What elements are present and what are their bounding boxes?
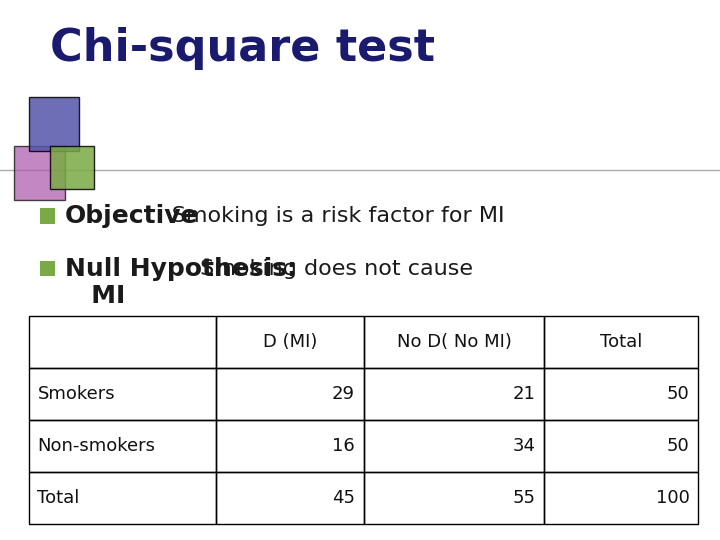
Text: No D( No MI): No D( No MI) xyxy=(397,333,511,351)
Text: 34: 34 xyxy=(513,437,536,455)
Text: 21: 21 xyxy=(513,385,536,403)
Bar xyxy=(40,261,55,276)
Text: Smokers: Smokers xyxy=(37,385,115,403)
Text: D (MI): D (MI) xyxy=(263,333,317,351)
Text: MI: MI xyxy=(65,284,125,308)
Bar xyxy=(216,368,364,420)
Text: Null Hypothesis:: Null Hypothesis: xyxy=(65,257,297,281)
Text: : Smoking is a risk factor for MI: : Smoking is a risk factor for MI xyxy=(150,206,504,226)
Bar xyxy=(216,420,364,472)
FancyBboxPatch shape xyxy=(29,97,79,151)
Text: Objective: Objective xyxy=(65,204,198,228)
Bar xyxy=(364,316,544,368)
Text: 50: 50 xyxy=(667,437,690,455)
Bar xyxy=(29,316,216,368)
Bar xyxy=(364,472,544,524)
Bar xyxy=(544,368,698,420)
Text: 55: 55 xyxy=(513,489,536,507)
Bar xyxy=(544,420,698,472)
Bar xyxy=(216,316,364,368)
Bar xyxy=(364,368,544,420)
FancyBboxPatch shape xyxy=(50,146,94,189)
Bar xyxy=(29,420,216,472)
Text: 45: 45 xyxy=(332,489,355,507)
Text: Smoking does not cause: Smoking does not cause xyxy=(193,259,473,279)
Bar xyxy=(216,472,364,524)
Text: Non-smokers: Non-smokers xyxy=(37,437,156,455)
Bar xyxy=(40,208,55,224)
Text: 100: 100 xyxy=(656,489,690,507)
Text: Chi-square test: Chi-square test xyxy=(50,27,436,70)
Bar xyxy=(544,316,698,368)
FancyBboxPatch shape xyxy=(14,146,65,200)
Bar xyxy=(29,368,216,420)
Text: 16: 16 xyxy=(332,437,355,455)
Text: Total: Total xyxy=(600,333,642,351)
Text: 50: 50 xyxy=(667,385,690,403)
Bar xyxy=(364,420,544,472)
Text: 29: 29 xyxy=(332,385,355,403)
Bar xyxy=(29,472,216,524)
Bar xyxy=(544,472,698,524)
Text: Total: Total xyxy=(37,489,80,507)
